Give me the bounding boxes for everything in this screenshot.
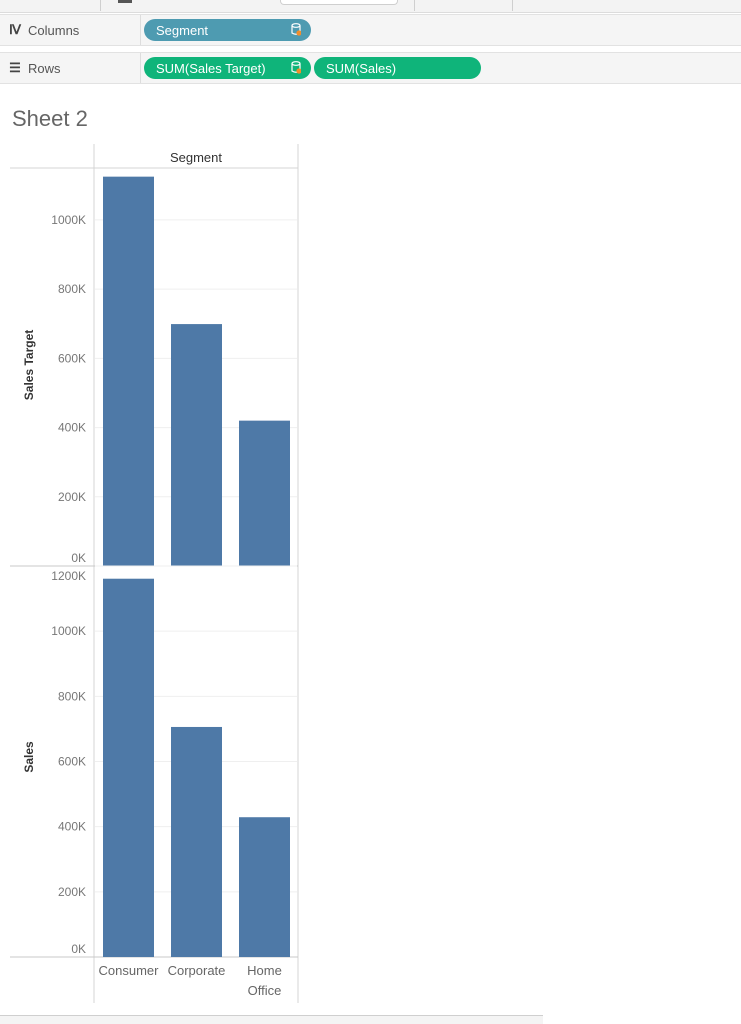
y-tick-label: 200K (58, 885, 86, 899)
y-axis-title: Sales (22, 741, 36, 773)
y-tick-label: 400K (58, 820, 86, 834)
chart-frame: Segment (10, 144, 299, 1003)
sales-target-pill-label: SUM(Sales Target) (156, 60, 266, 76)
y-tick-label: 0K (71, 551, 86, 565)
y-tick-label: 400K (58, 421, 86, 435)
sheet-title: Sheet 2 (12, 106, 88, 131)
toolbar-divider (100, 0, 101, 11)
x-tick-label: Corporate (168, 963, 226, 978)
rows-label: Rows (28, 60, 61, 76)
y-axis-title: Sales Target (22, 330, 36, 400)
toolbar-divider (512, 0, 513, 11)
bar-consumer[interactable] (103, 578, 154, 957)
y-tick-label: 600K (58, 755, 86, 769)
database-icon (291, 61, 301, 74)
rows-shelf-label: ☰ Rows (0, 53, 141, 83)
bar-consumer[interactable] (103, 176, 154, 567)
horizontal-scrollbar[interactable] (0, 1015, 543, 1024)
y-tick-label: 800K (58, 282, 86, 296)
bar-corporate[interactable] (171, 324, 222, 566)
y-tick-label: 0K (71, 942, 86, 956)
y-tick-label: 600K (58, 351, 86, 365)
columns-icon: Ⅳ (9, 22, 21, 37)
y-tick-label: 200K (58, 490, 86, 504)
segment-pill-label: Segment (156, 22, 209, 38)
x-tick-label: Office (248, 983, 282, 998)
toolbar-handle (118, 0, 132, 3)
rows-shelf: ☰ Rows SUM(Sales Target) SUM(Sales) (0, 52, 741, 84)
bar-home-office[interactable] (239, 817, 290, 957)
y-tick-label: 1000K (51, 213, 86, 227)
y-tick-label: 1000K (51, 624, 86, 638)
database-icon (291, 23, 301, 36)
columns-label: Columns (28, 22, 80, 38)
y-tick-label: 1200K (51, 569, 86, 583)
x-tick-label: Consumer (99, 963, 160, 978)
sales-pill[interactable]: SUM(Sales) (314, 57, 481, 79)
columns-shelf-label: Ⅳ Columns (0, 15, 141, 45)
toolbar-strip (0, 0, 741, 13)
column-header[interactable]: Segment (170, 150, 222, 165)
rows-icon: ☰ (9, 60, 21, 75)
x-tick-label: Home (247, 963, 282, 978)
toolbar-dropdown[interactable] (280, 0, 398, 5)
y-tick-label: 800K (58, 689, 86, 703)
toolbar-divider (414, 0, 415, 11)
bar-home-office[interactable] (239, 420, 290, 566)
segment-pill[interactable]: Segment (144, 19, 311, 41)
sales-pill-label: SUM(Sales) (326, 60, 397, 76)
columns-shelf: Ⅳ Columns Segment (0, 14, 741, 46)
sales-target-pill[interactable]: SUM(Sales Target) (144, 57, 311, 79)
bar-corporate[interactable] (171, 726, 222, 957)
